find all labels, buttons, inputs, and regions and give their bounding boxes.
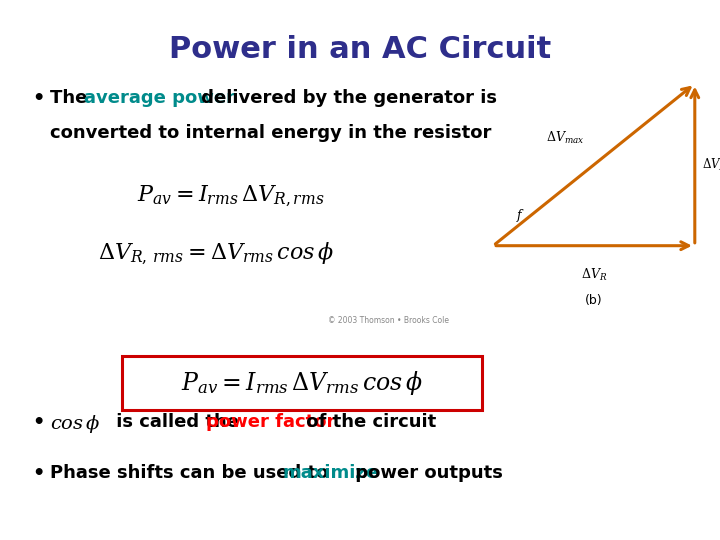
Text: $\Delta V_{max}$: $\Delta V_{max}$ [546, 130, 585, 146]
Text: power outputs: power outputs [349, 464, 503, 482]
Text: average power: average power [84, 89, 235, 107]
Text: delivered by the generator is: delivered by the generator is [195, 89, 497, 107]
Text: Phase shifts can be used to: Phase shifts can be used to [50, 464, 335, 482]
Text: •: • [32, 413, 45, 432]
Text: The: The [50, 89, 94, 107]
FancyBboxPatch shape [122, 356, 482, 410]
Text: is called the: is called the [110, 413, 246, 431]
Text: $\Delta V_{R,\,rms} = \Delta V_{rms}\,cos\,\phi$: $\Delta V_{R,\,rms} = \Delta V_{rms}\,co… [98, 240, 334, 267]
Text: •: • [32, 89, 45, 108]
Text: (b): (b) [585, 294, 603, 307]
Text: power factor: power factor [206, 413, 336, 431]
Text: © 2003 Thomson • Brooks Cole: © 2003 Thomson • Brooks Cole [328, 316, 449, 325]
Text: •: • [32, 464, 45, 483]
Text: maximize: maximize [282, 464, 379, 482]
Text: $\Delta V_R$: $\Delta V_R$ [581, 267, 607, 284]
Text: $P_{av} = I_{rms}\,\Delta V_{rms}\,cos\,\phi$: $P_{av} = I_{rms}\,\Delta V_{rms}\,cos\,… [181, 369, 423, 397]
Text: $cos\,\phi$: $cos\,\phi$ [50, 413, 101, 435]
Text: converted to internal energy in the resistor: converted to internal energy in the resi… [50, 124, 492, 142]
Text: $P_{av} = I_{rms}\,\Delta V_{R,rms}$: $P_{av} = I_{rms}\,\Delta V_{R,rms}$ [137, 184, 324, 210]
Text: $f$: $f$ [516, 207, 525, 224]
Text: $\Delta V_L\!-\!\Delta V_C$: $\Delta V_L\!-\!\Delta V_C$ [702, 157, 720, 173]
Text: of the circuit: of the circuit [300, 413, 436, 431]
Text: Power in an AC Circuit: Power in an AC Circuit [169, 35, 551, 64]
